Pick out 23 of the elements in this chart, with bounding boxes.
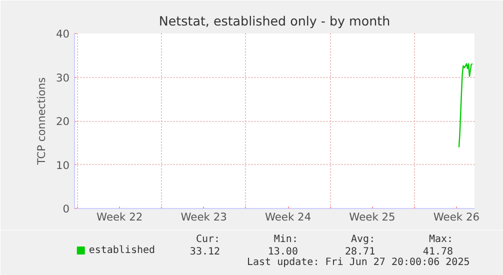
text: Last update: Fri Jun 27 20:00:06 2025	[246, 257, 470, 268]
y-tick-label: 40	[56, 28, 70, 40]
y-axis-title: TCP connections	[34, 76, 48, 166]
text: Min:	[274, 234, 298, 245]
text: Cur:	[196, 234, 220, 245]
y-tick-label: 0	[62, 202, 70, 216]
y-tick-label: 30	[56, 71, 70, 84]
chart-title: Netstat, established only - by month	[158, 14, 390, 28]
legend-label: established	[88, 245, 156, 256]
x-tick-label: Week 26	[433, 210, 480, 224]
line-series	[458, 63, 474, 148]
text: 28.71	[344, 246, 376, 258]
x-tick-label: Week 22	[96, 210, 143, 224]
x-tick-label: Week 23	[180, 210, 227, 224]
text: Max:	[428, 234, 454, 245]
x-tick-label: Week 24	[264, 210, 312, 224]
y-tick-label: 10	[56, 158, 70, 172]
text: 13.00	[268, 246, 298, 258]
x-tick-label: Week 25	[349, 210, 396, 224]
y-tick-label: 20	[56, 115, 70, 128]
text: Avg:	[351, 234, 376, 245]
text: 33.12	[190, 246, 220, 258]
text: 41.78	[422, 246, 454, 258]
